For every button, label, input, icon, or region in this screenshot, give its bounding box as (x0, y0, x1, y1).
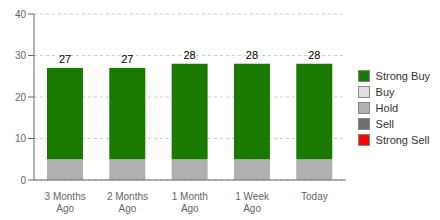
svg-text:20: 20 (15, 92, 27, 103)
svg-text:10: 10 (15, 133, 27, 144)
svg-text:40: 40 (15, 9, 27, 20)
svg-text:1 WeekAgo: 1 WeekAgo (235, 191, 270, 214)
svg-text:27: 27 (121, 53, 133, 65)
svg-text:30: 30 (15, 50, 27, 61)
svg-text:Today: Today (301, 191, 328, 202)
svg-text:27: 27 (59, 53, 71, 65)
html-text:Hold: Hold (375, 102, 399, 114)
html-text:Sell: Sell (375, 118, 394, 130)
svg-text:0: 0 (20, 175, 26, 186)
html-text:Strong Buy: Strong Buy (375, 70, 430, 82)
svg-text:2 MonthsAgo: 2 MonthsAgo (107, 191, 148, 214)
html-text:Strong Sell: Strong Sell (375, 134, 430, 146)
svg-text:28: 28 (246, 49, 258, 61)
svg-text:3 MonthsAgo: 3 MonthsAgo (45, 191, 86, 214)
html-text:Buy: Buy (375, 86, 395, 98)
svg-text:1 MonthAgo: 1 MonthAgo (172, 191, 208, 214)
svg-text:28: 28 (184, 49, 196, 61)
svg-text:28: 28 (308, 49, 320, 61)
